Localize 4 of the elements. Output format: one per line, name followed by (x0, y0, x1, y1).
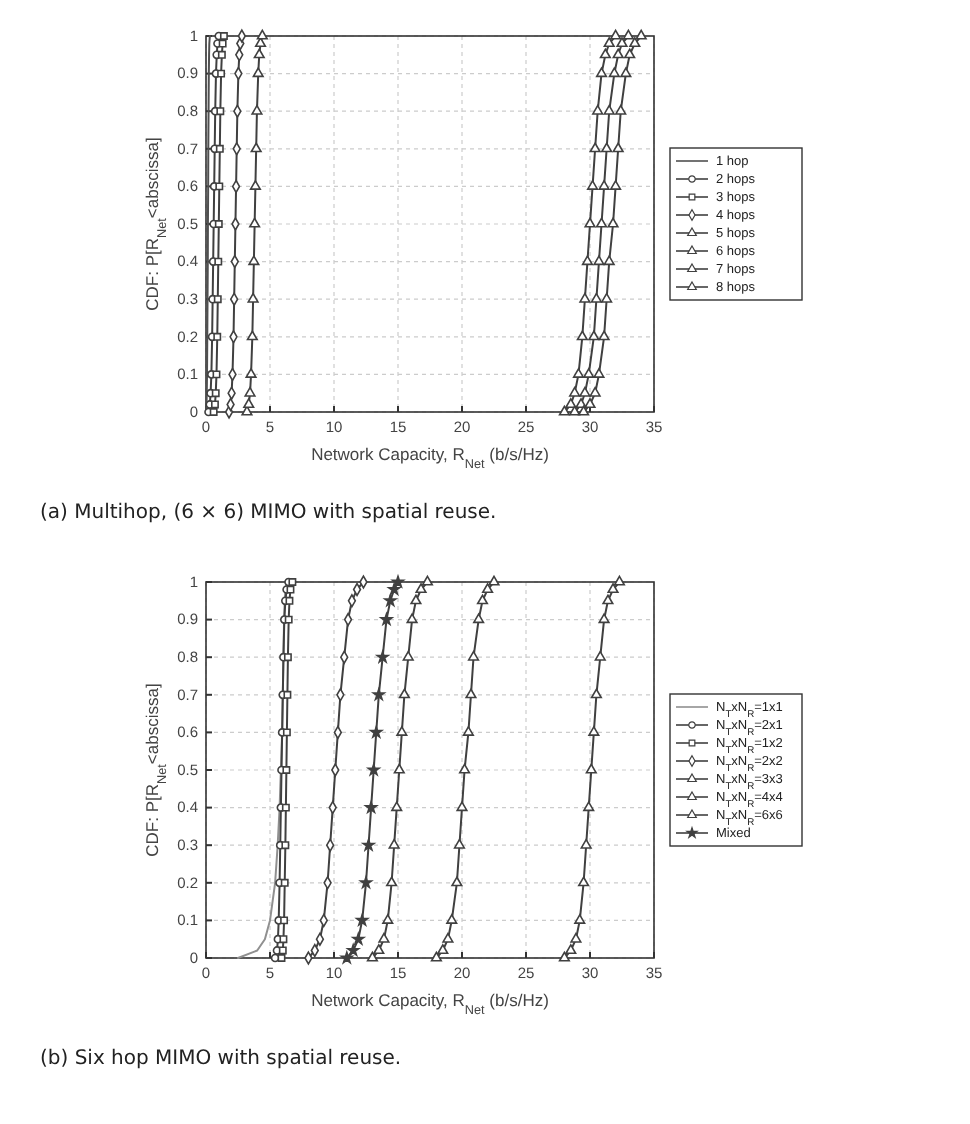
x-axis-title: Network Capacity, R$_{Net}$ (b/s/Hz) (311, 990, 550, 1017)
text: (a) Multihop, (6 × 6) MIMO with spatial reuse. (40, 502, 497, 524)
x-axis-title: Network Capacity, R$_{Net}$ (b/s/Hz) (311, 444, 550, 471)
text: (b) Six hop MIMO with spatial reuse. (40, 1048, 402, 1070)
